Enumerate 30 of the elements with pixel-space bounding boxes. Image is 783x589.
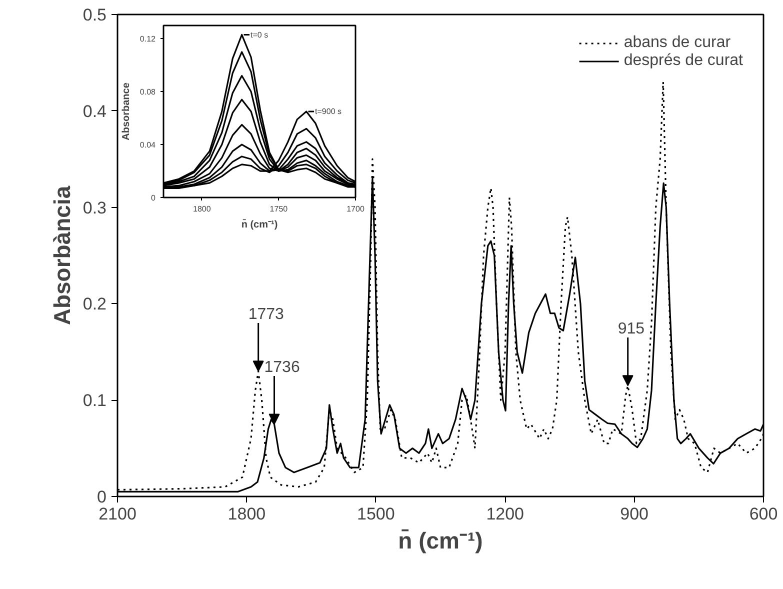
y-tick-label: 0.3 (82, 198, 107, 218)
x-tick-label: 900 (620, 504, 648, 524)
y-tick-label: 0.12 (140, 34, 156, 44)
x-tick-label: 1800 (228, 504, 266, 524)
y-tick-label: 0.1 (82, 391, 107, 410)
annotation: t=0 s (250, 30, 268, 40)
x-axis-title: n̄ (cm⁻¹) (398, 528, 483, 554)
x-tick-label: 1800 (193, 204, 212, 214)
y-tick-label: 0 (97, 488, 107, 506)
y-axis-title: Absorbance (120, 82, 132, 140)
x-tick-label: 600 (749, 504, 778, 524)
x-tick-label: 1700 (346, 204, 365, 214)
y-tick-label: 0 (151, 194, 156, 202)
annotation: 1773 (248, 306, 284, 323)
y-axis-title: Absorbància (48, 186, 75, 326)
y-tick-label: 0.04 (140, 140, 156, 150)
y-tick-label: 0.4 (82, 102, 107, 121)
y-tick-label: 0.2 (82, 294, 107, 314)
annotation: 915 (618, 320, 645, 338)
x-axis-title: n̄ (cm⁻¹) (241, 218, 278, 230)
x-tick-label: 1200 (486, 504, 524, 524)
legend-label: abans de curar (624, 34, 731, 52)
legend-label: després de curat (624, 52, 743, 70)
y-tick-label: 0.08 (140, 88, 156, 97)
x-tick-label: 1750 (270, 204, 288, 214)
annotation: 1736 (264, 359, 300, 376)
x-tick-label: 2100 (98, 504, 136, 524)
y-tick-label: 0.5 (82, 6, 107, 24)
x-tick-label: 1500 (356, 504, 395, 524)
annotation: t=900 s (315, 107, 342, 116)
